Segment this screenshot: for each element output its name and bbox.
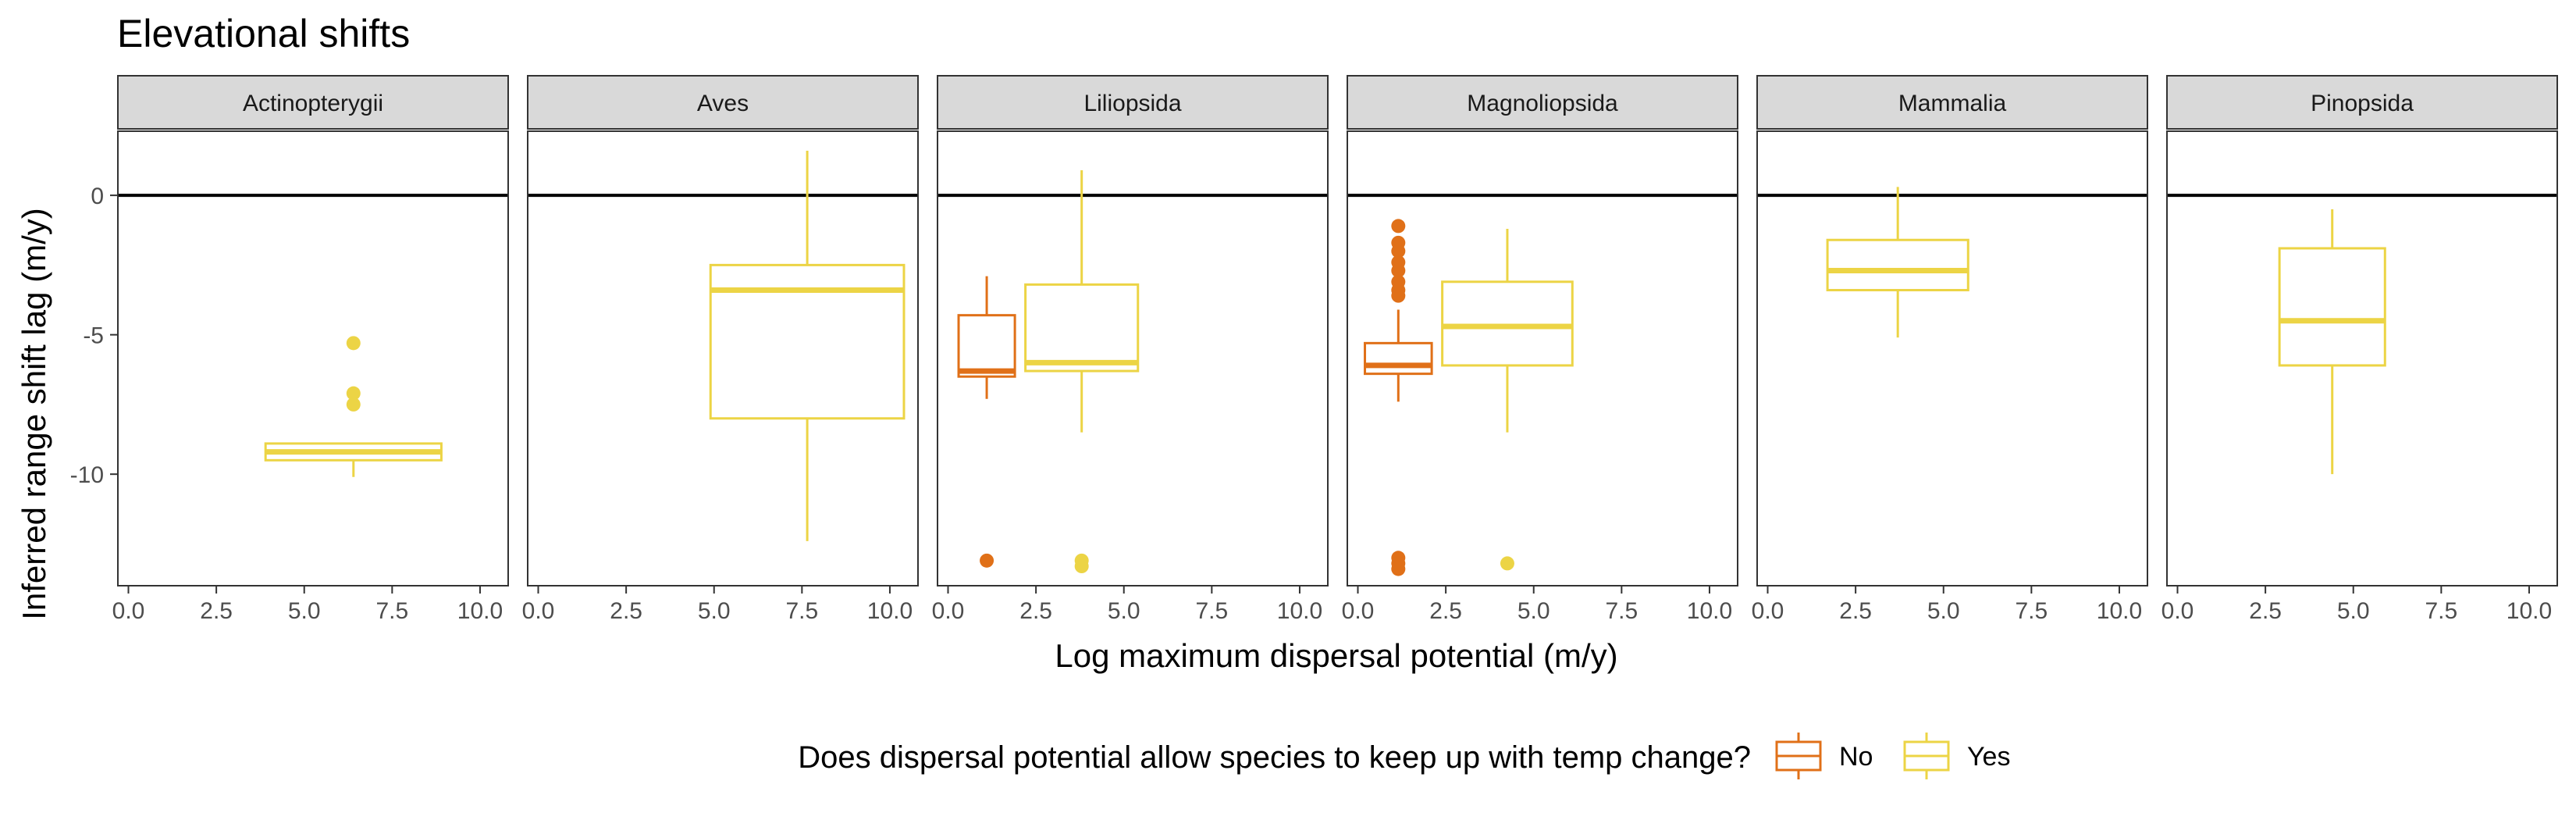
facet-panel: Actinopterygii 0.0 2.5 5.0 7.5 10.0 0 -5 -10 bbox=[70, 75, 509, 624]
x-tick-label: 2.5 bbox=[610, 598, 642, 624]
legend-key-label: Yes bbox=[1967, 742, 2010, 772]
facet-panels: Actinopterygii 0.0 2.5 5.0 7.5 10.0 0 -5 -10 Aves… bbox=[70, 75, 2558, 624]
legend-key-no: No bbox=[1775, 733, 1873, 779]
boxplot-yes bbox=[1826, 187, 1969, 338]
facet-panel: Liliopsida 0.0 2.5 5.0 7.5 10.0 bbox=[932, 75, 1329, 624]
facet-panel: Aves 0.0 2.5 5.0 7.5 10.0 bbox=[522, 75, 919, 624]
box-iqr bbox=[957, 314, 1016, 378]
x-tick-label: 5.0 bbox=[1108, 598, 1140, 624]
box-iqr bbox=[2278, 247, 2386, 367]
y-tick-label: -5 bbox=[83, 323, 104, 349]
panel-border bbox=[937, 130, 1329, 586]
boxplot-yes bbox=[2278, 209, 2386, 475]
x-tick-label: 10.0 bbox=[867, 598, 913, 624]
outlier-point bbox=[1500, 556, 1514, 571]
box-iqr bbox=[1364, 341, 1433, 376]
outlier-point bbox=[1391, 562, 1406, 576]
box-iqr bbox=[1024, 283, 1140, 373]
y-axis-title: Inferred range shift lag (m/y) bbox=[16, 208, 52, 620]
x-tick-label: 7.5 bbox=[2425, 598, 2457, 624]
x-tick-label: 7.5 bbox=[785, 598, 818, 624]
facet-strip bbox=[117, 75, 509, 130]
outlier-point bbox=[1391, 219, 1406, 234]
x-tick-label: 5.0 bbox=[1517, 598, 1550, 624]
x-tick-label: 10.0 bbox=[2507, 598, 2552, 624]
x-axis-title: Log maximum dispersal potential (m/y) bbox=[1055, 637, 1617, 674]
x-tick-label: 7.5 bbox=[1605, 598, 1638, 624]
outlier-point bbox=[1391, 263, 1406, 278]
y-tick-label: 0 bbox=[91, 184, 104, 209]
panel-background bbox=[1757, 131, 2147, 586]
facet-strip bbox=[1756, 75, 2148, 130]
facet-panel: Magnoliopsida 0.0 2.5 5.0 7.5 10.0 bbox=[1342, 75, 1738, 624]
x-tick-label: 0.0 bbox=[1752, 598, 1784, 624]
outlier-point bbox=[346, 386, 361, 401]
facet-strip-label: Actinopterygii bbox=[243, 91, 383, 116]
panel-border bbox=[1756, 130, 2148, 586]
x-tick-label: 2.5 bbox=[200, 598, 233, 624]
x-tick-label: 0.0 bbox=[932, 598, 965, 624]
legend-title: Does dispersal potential allow species t… bbox=[798, 740, 1751, 775]
outlier-point bbox=[1391, 244, 1406, 258]
x-tick-label: 5.0 bbox=[288, 598, 321, 624]
facet-strip-label: Liliopsida bbox=[1083, 91, 1181, 116]
boxplot-no bbox=[957, 276, 1016, 568]
x-tick-label: 10.0 bbox=[2097, 598, 2142, 624]
facet-strip bbox=[527, 75, 919, 130]
x-tick-label: 2.5 bbox=[1839, 598, 1872, 624]
facet-panel: Pinopsida 0.0 2.5 5.0 7.5 10.0 bbox=[2161, 75, 2558, 624]
chart-title: Elevational shifts bbox=[117, 12, 410, 55]
facet-strip bbox=[937, 75, 1329, 130]
facet-strip-label: Pinopsida bbox=[2311, 91, 2414, 116]
box-iqr bbox=[1826, 238, 1969, 292]
x-tick-label: 2.5 bbox=[1019, 598, 1052, 624]
boxplot-yes bbox=[1024, 169, 1140, 574]
x-tick-label: 10.0 bbox=[1687, 598, 1732, 624]
x-tick-label: 10.0 bbox=[1277, 598, 1322, 624]
x-tick-label: 10.0 bbox=[457, 598, 503, 624]
facet-strip bbox=[1347, 75, 1738, 130]
panel-background bbox=[118, 131, 508, 586]
facet-strip-label: Mammalia bbox=[1898, 91, 2007, 116]
x-tick-label: 0.0 bbox=[522, 598, 555, 624]
x-tick-label: 7.5 bbox=[1195, 598, 1228, 624]
facet-strip-label: Magnoliopsida bbox=[1467, 91, 1618, 116]
legend-key-label: No bbox=[1839, 742, 1873, 772]
facet-strip-label: Aves bbox=[697, 91, 749, 116]
panel-border bbox=[2166, 130, 2558, 586]
box-iqr bbox=[1441, 280, 1574, 367]
x-tick-label: 0.0 bbox=[1342, 598, 1375, 624]
x-tick-label: 0.0 bbox=[112, 598, 145, 624]
outlier-point bbox=[346, 397, 361, 412]
x-tick-label: 5.0 bbox=[1927, 598, 1960, 624]
x-tick-label: 5.0 bbox=[698, 598, 731, 624]
boxplot-yes bbox=[1441, 228, 1574, 571]
x-tick-label: 2.5 bbox=[2249, 598, 2282, 624]
legend-key-yes: Yes bbox=[1903, 733, 2010, 779]
outlier-point bbox=[346, 336, 361, 351]
legend-keys: No Yes bbox=[1775, 733, 2010, 779]
boxplot-yes bbox=[264, 336, 443, 477]
panel-border bbox=[117, 130, 509, 586]
facet-panel: Mammalia 0.0 2.5 5.0 7.5 10.0 bbox=[1752, 75, 2148, 624]
boxplot-yes bbox=[709, 150, 906, 541]
outlier-point bbox=[1391, 288, 1406, 303]
panel-border bbox=[1347, 130, 1738, 586]
outlier-point bbox=[980, 553, 994, 568]
x-tick-label: 0.0 bbox=[2161, 598, 2194, 624]
x-tick-label: 7.5 bbox=[375, 598, 408, 624]
x-tick-label: 7.5 bbox=[2015, 598, 2048, 624]
boxplot-no bbox=[1364, 219, 1433, 576]
legend: Does dispersal potential allow species t… bbox=[798, 733, 2010, 779]
facet-strip bbox=[2166, 75, 2558, 130]
x-tick-label: 5.0 bbox=[2337, 598, 2370, 624]
outlier-point bbox=[1074, 559, 1089, 574]
panel-border bbox=[527, 130, 919, 586]
x-tick-label: 2.5 bbox=[1429, 598, 1462, 624]
y-tick-label: -10 bbox=[70, 462, 104, 488]
